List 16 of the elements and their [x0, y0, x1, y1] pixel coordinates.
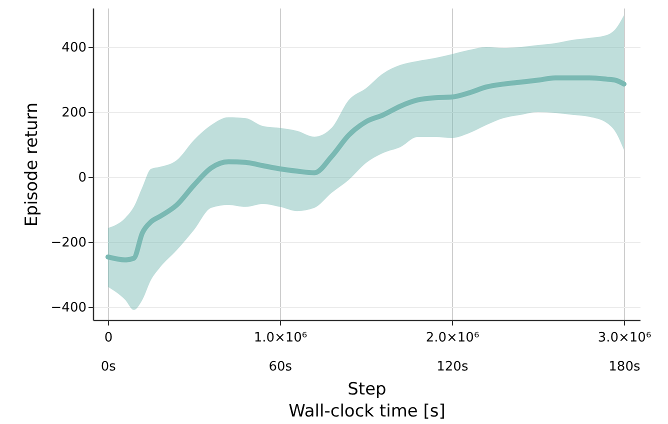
y-tick-label: 200: [62, 106, 86, 120]
x-axis-title: Step: [348, 380, 386, 400]
x2-tick-label: 60s: [268, 360, 292, 374]
y-tick-label: 0: [78, 170, 86, 186]
x-tick-label: 2.0×10⁶: [426, 330, 480, 346]
x2-tick-label: 120s: [436, 360, 468, 374]
y-tick-label: −200: [50, 236, 86, 250]
x-tick-label: 1.0×10⁶: [254, 330, 308, 346]
y-axis-title: Episode return: [22, 102, 42, 227]
x2-tick-label: 0s: [100, 360, 116, 374]
x-tick-label: 3.0×10⁶: [598, 330, 652, 346]
x2-tick-label: 180s: [608, 360, 640, 374]
y-tick-label: 400: [62, 40, 86, 56]
x2-axis-title: Wall-clock time [s]: [288, 402, 446, 422]
y-tick-label: −400: [50, 300, 86, 316]
x-tick-label: 0: [104, 330, 113, 346]
